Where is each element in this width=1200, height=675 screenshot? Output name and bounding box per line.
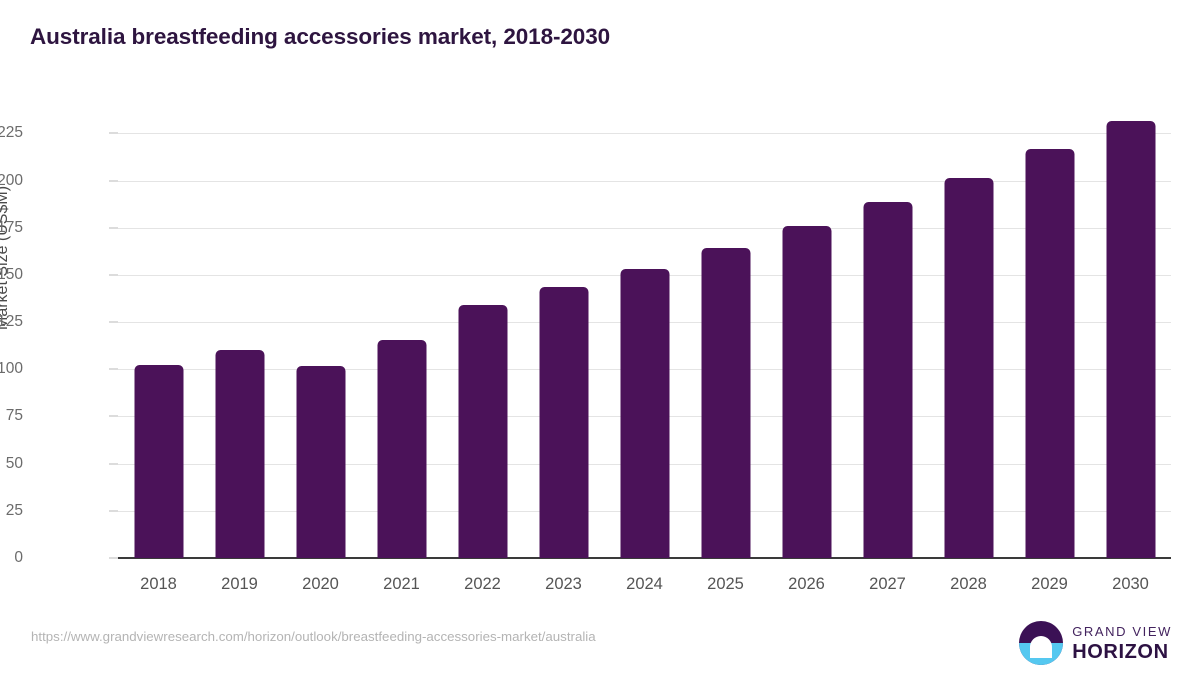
y-tick-mark (109, 227, 118, 229)
bar-group: 2029 (1009, 105, 1090, 593)
bar-group: 2025 (685, 105, 766, 593)
y-tick-mark (109, 415, 118, 417)
gridline (118, 227, 1171, 229)
y-tick-mark (109, 132, 118, 134)
logo-wordmark: GRAND VIEW HORIZON (1072, 625, 1172, 662)
bar[interactable] (944, 177, 993, 558)
bars-layer: 2018 2019 2020 2021 2022 2023 2024 2025 2026 2027… (118, 105, 1171, 593)
bar-group: 2027 (847, 105, 928, 593)
bar[interactable] (782, 225, 831, 558)
bar[interactable] (1025, 149, 1074, 558)
gridline (118, 133, 1171, 135)
bar-group: 2028 (928, 105, 1009, 593)
x-axis-tick-label: 2025 (707, 575, 744, 593)
bar-group: 2024 (604, 105, 685, 593)
bar-group: 2022 (442, 105, 523, 593)
bar[interactable] (539, 286, 588, 558)
sunrise-over-water-icon (1019, 621, 1064, 665)
y-tick-mark (109, 463, 118, 465)
x-axis-tick-label: 2021 (383, 575, 420, 593)
bar-group: 2020 (280, 105, 361, 593)
x-axis-tick-label: 2023 (545, 575, 582, 593)
bar-group: 2026 (766, 105, 847, 593)
logo-ray-2 (1034, 652, 1048, 655)
bar-group: 2021 (361, 105, 442, 593)
bar-group: 2023 (523, 105, 604, 593)
y-tick-mark (109, 557, 118, 559)
bar[interactable] (215, 350, 264, 558)
y-axis-tick-label: 50 (5, 454, 23, 472)
x-axis-tick-label: 2029 (1031, 575, 1068, 593)
source-url[interactable]: https://www.grandviewresearch.com/horizo… (31, 629, 596, 644)
y-tick-mark (109, 274, 118, 276)
x-axis-tick-label: 2019 (221, 575, 258, 593)
x-axis-tick-label: 2030 (1112, 575, 1149, 593)
gridline (118, 180, 1171, 182)
x-axis-tick-label: 2028 (950, 575, 987, 593)
y-axis-tick-label: 100 (0, 360, 23, 378)
logo-bottom-text: HORIZON (1072, 640, 1169, 663)
x-axis-tick-label: 2026 (788, 575, 825, 593)
y-axis-tick-label: 150 (0, 265, 23, 283)
bar[interactable] (296, 365, 345, 558)
logo-ray-1 (1031, 646, 1051, 650)
bar[interactable] (458, 305, 507, 558)
x-axis-tick-label: 2020 (302, 575, 339, 593)
y-tick-mark (109, 510, 118, 512)
bar-group: 2030 (1090, 105, 1171, 593)
x-axis-tick-label: 2024 (626, 575, 663, 593)
bar-group: 2018 (118, 105, 199, 593)
y-axis-tick-label: 125 (0, 313, 23, 331)
y-axis-tick-label: 75 (5, 407, 23, 425)
y-tick-mark (109, 180, 118, 181)
x-axis-tick-label: 2027 (869, 575, 906, 593)
bar[interactable] (134, 364, 183, 558)
page-title: Australia breastfeeding accessories mark… (30, 24, 611, 49)
x-axis-line (118, 557, 1171, 559)
y-axis-tick-label: 0 (14, 549, 23, 566)
y-axis-tick-label: 200 (0, 171, 23, 189)
bar[interactable] (1106, 121, 1155, 558)
bar[interactable] (377, 339, 426, 558)
y-axis-tick-label: 175 (0, 218, 23, 236)
grand-view-horizon-logo: GRAND VIEW HORIZON (1019, 621, 1172, 665)
y-axis-label: Market Size (US$M) (0, 185, 11, 330)
bar[interactable] (701, 247, 750, 558)
y-axis-tick-label: 25 (5, 501, 23, 519)
bar[interactable] (863, 202, 912, 558)
y-tick-mark (109, 321, 118, 323)
logo-top-text: GRAND VIEW (1072, 623, 1172, 639)
x-axis-tick-label: 2018 (140, 575, 177, 593)
bar-group: 2019 (199, 105, 280, 593)
x-axis-tick-label: 2022 (464, 575, 501, 593)
y-tick-mark (109, 368, 118, 370)
bar[interactable] (620, 268, 669, 558)
y-axis-tick-label: 225 (0, 124, 23, 142)
